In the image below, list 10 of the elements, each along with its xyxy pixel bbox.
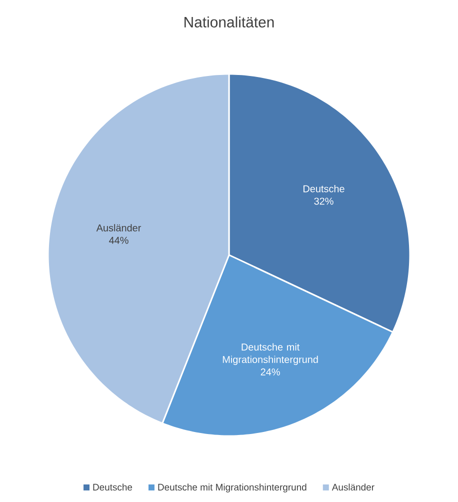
legend-label: Deutsche mit Migrationshintergrund xyxy=(158,484,306,492)
legend-label: Ausländer xyxy=(332,484,374,491)
slice-label: Deutsche xyxy=(304,184,344,192)
chart-title: Nationalitäten xyxy=(184,16,274,28)
data-label: 44% xyxy=(109,236,128,244)
legend-label: Deutsche xyxy=(93,484,132,491)
data-label: 24% xyxy=(260,368,280,376)
data-label: 32% xyxy=(314,198,334,205)
slice-label: Deutsche mit Migrationshintergrund xyxy=(222,343,318,365)
slice-label: Ausländer xyxy=(96,224,142,232)
